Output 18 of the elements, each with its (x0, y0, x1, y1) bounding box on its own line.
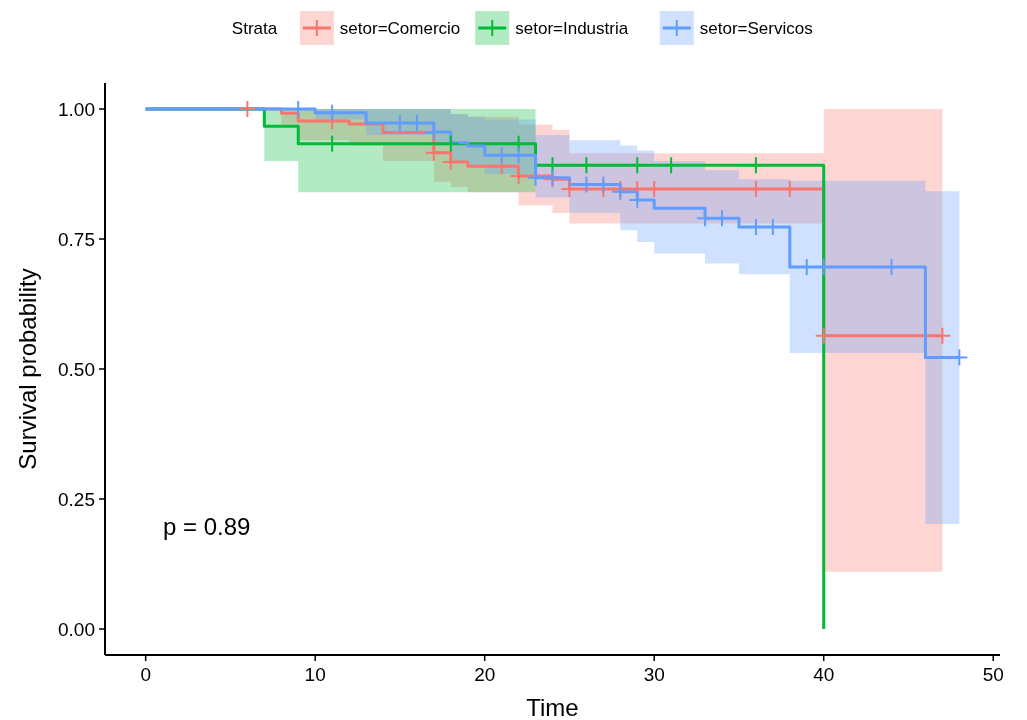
y-tick-label: 0.25 (58, 488, 95, 510)
legend-label: setor=Industria (515, 18, 629, 38)
y-tick-label: 0.75 (58, 228, 95, 250)
legend-title: Strata (231, 18, 278, 38)
legend-label: setor=Servicos (699, 18, 813, 38)
y-tick-label: 0.00 (58, 618, 95, 640)
y-axis-title: Survival probability (14, 268, 41, 470)
x-tick-label: 50 (982, 664, 1004, 685)
legend-label: setor=Comercio (339, 18, 461, 38)
x-tick-label: 0 (140, 664, 151, 685)
x-tick-label: 10 (304, 664, 326, 685)
y-tick-label: 0.50 (58, 358, 95, 380)
x-tick-label: 20 (474, 664, 496, 685)
annotation: p = 0.89 (163, 513, 251, 540)
x-tick-label: 40 (813, 664, 835, 685)
x-axis-title: Time (526, 694, 579, 720)
x-tick-label: 30 (643, 664, 665, 685)
y-tick-label: 1.00 (58, 98, 95, 120)
